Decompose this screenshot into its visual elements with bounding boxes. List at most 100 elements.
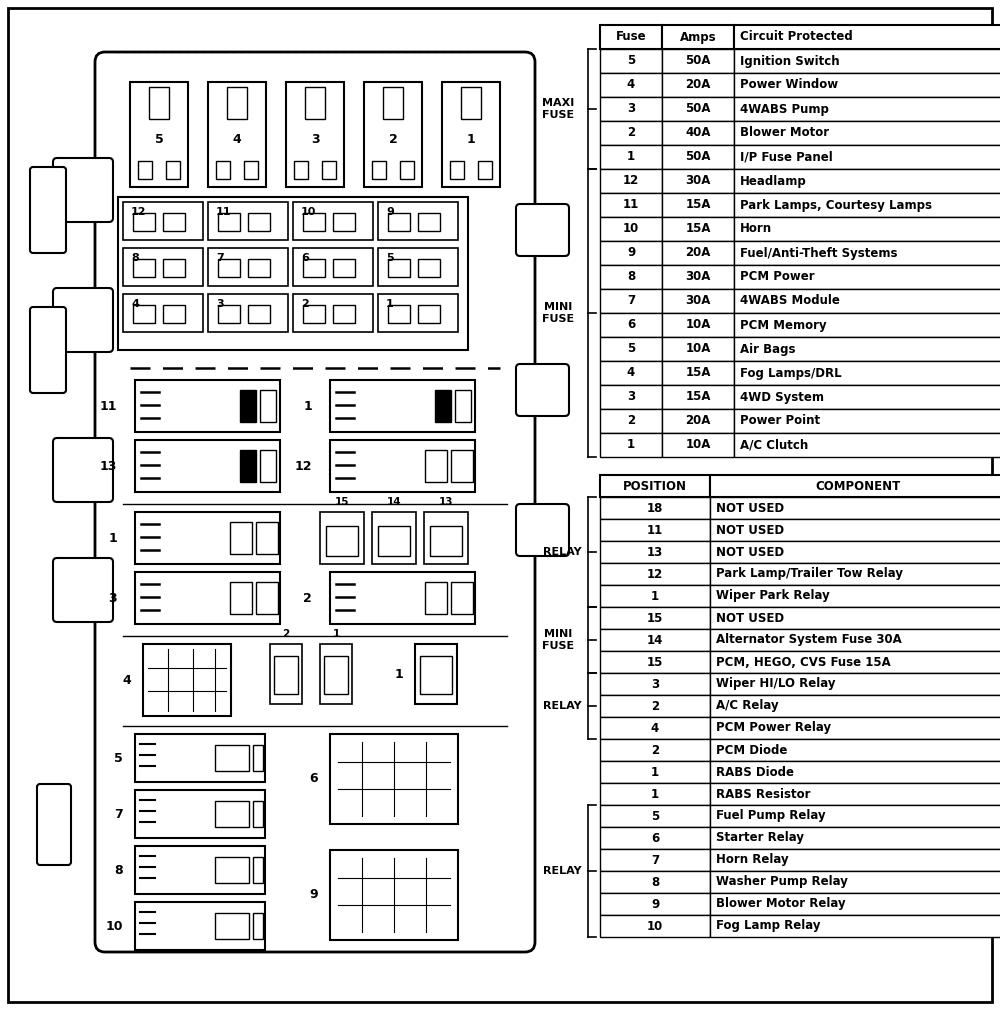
- Bar: [600, 805, 710, 827]
- Text: POSITION: POSITION: [623, 480, 687, 493]
- Text: 30A: 30A: [685, 295, 711, 307]
- Text: 15: 15: [647, 611, 663, 624]
- Bar: [734, 121, 1000, 145]
- Text: NOT USED: NOT USED: [716, 545, 784, 559]
- Text: 4: 4: [627, 79, 635, 92]
- Bar: [734, 289, 1000, 313]
- Text: Park Lamps, Courtesy Lamps: Park Lamps, Courtesy Lamps: [740, 199, 932, 211]
- Bar: [710, 695, 1000, 717]
- Bar: [400, 161, 414, 179]
- Bar: [227, 87, 247, 119]
- Text: Power Point: Power Point: [740, 414, 820, 427]
- Bar: [326, 526, 358, 556]
- FancyBboxPatch shape: [516, 364, 569, 416]
- FancyBboxPatch shape: [37, 784, 71, 865]
- Text: 50A: 50A: [685, 55, 711, 68]
- Bar: [600, 475, 710, 497]
- Text: Wiper Park Relay: Wiper Park Relay: [716, 590, 830, 603]
- Text: 11: 11: [100, 400, 117, 412]
- Bar: [710, 849, 1000, 871]
- Text: 5: 5: [651, 809, 659, 822]
- Bar: [293, 248, 373, 286]
- Text: 10: 10: [106, 919, 123, 932]
- Bar: [135, 440, 280, 492]
- Bar: [451, 450, 473, 482]
- Bar: [330, 380, 475, 432]
- Text: 8: 8: [131, 252, 139, 263]
- Text: Horn Relay: Horn Relay: [716, 853, 789, 867]
- Bar: [135, 512, 280, 564]
- Text: Park Lamp/Trailer Tow Relay: Park Lamp/Trailer Tow Relay: [716, 568, 903, 581]
- Bar: [600, 217, 662, 241]
- Text: 50A: 50A: [685, 102, 711, 115]
- Bar: [600, 849, 710, 871]
- Bar: [322, 161, 336, 179]
- Text: 14: 14: [387, 497, 401, 507]
- Bar: [600, 145, 662, 169]
- Text: Circuit Protected: Circuit Protected: [740, 30, 853, 43]
- Bar: [123, 248, 203, 286]
- Bar: [600, 893, 710, 915]
- FancyBboxPatch shape: [95, 52, 535, 952]
- Text: 50A: 50A: [685, 150, 711, 164]
- Text: Air Bags: Air Bags: [740, 342, 796, 356]
- Text: 1: 1: [332, 629, 340, 639]
- Bar: [734, 361, 1000, 385]
- Text: 11: 11: [216, 207, 232, 217]
- Bar: [293, 202, 373, 240]
- Bar: [600, 289, 662, 313]
- Text: 1: 1: [108, 531, 117, 544]
- Text: 4: 4: [122, 674, 131, 687]
- Bar: [600, 827, 710, 849]
- Text: 2: 2: [389, 133, 397, 146]
- Bar: [240, 390, 256, 422]
- Bar: [143, 644, 231, 716]
- Text: 8: 8: [651, 876, 659, 889]
- Bar: [662, 409, 734, 433]
- Bar: [710, 475, 1000, 497]
- Text: 13: 13: [100, 460, 117, 473]
- Text: 7: 7: [216, 252, 224, 263]
- Bar: [710, 651, 1000, 673]
- Bar: [600, 121, 662, 145]
- Text: PCM Diode: PCM Diode: [716, 743, 787, 756]
- Bar: [383, 87, 403, 119]
- Bar: [710, 739, 1000, 761]
- Bar: [710, 717, 1000, 739]
- Text: 20A: 20A: [685, 79, 711, 92]
- FancyBboxPatch shape: [53, 438, 113, 502]
- Text: MINI
FUSE: MINI FUSE: [542, 302, 574, 324]
- Text: 10: 10: [623, 222, 639, 235]
- FancyBboxPatch shape: [516, 504, 569, 556]
- Bar: [378, 294, 458, 332]
- Bar: [123, 202, 203, 240]
- Bar: [600, 761, 710, 783]
- FancyBboxPatch shape: [53, 558, 113, 622]
- Text: 20A: 20A: [685, 414, 711, 427]
- FancyBboxPatch shape: [53, 288, 113, 352]
- Text: 2: 2: [627, 414, 635, 427]
- Bar: [218, 305, 240, 323]
- Text: 7: 7: [114, 808, 123, 820]
- Bar: [253, 857, 263, 883]
- Text: MAXI
FUSE: MAXI FUSE: [542, 98, 574, 120]
- Bar: [333, 305, 355, 323]
- Bar: [256, 522, 278, 554]
- Text: NOT USED: NOT USED: [716, 611, 784, 624]
- Bar: [600, 241, 662, 265]
- Bar: [230, 582, 252, 614]
- Bar: [135, 572, 280, 624]
- Bar: [710, 761, 1000, 783]
- Bar: [208, 248, 288, 286]
- Bar: [600, 49, 662, 73]
- Text: 13: 13: [439, 497, 453, 507]
- Text: 8: 8: [627, 271, 635, 284]
- Bar: [734, 73, 1000, 97]
- Text: 1: 1: [303, 400, 312, 412]
- FancyBboxPatch shape: [30, 307, 66, 393]
- Bar: [270, 644, 302, 704]
- Bar: [216, 161, 230, 179]
- Text: Blower Motor: Blower Motor: [740, 126, 829, 139]
- Text: 5: 5: [114, 751, 123, 765]
- Bar: [662, 49, 734, 73]
